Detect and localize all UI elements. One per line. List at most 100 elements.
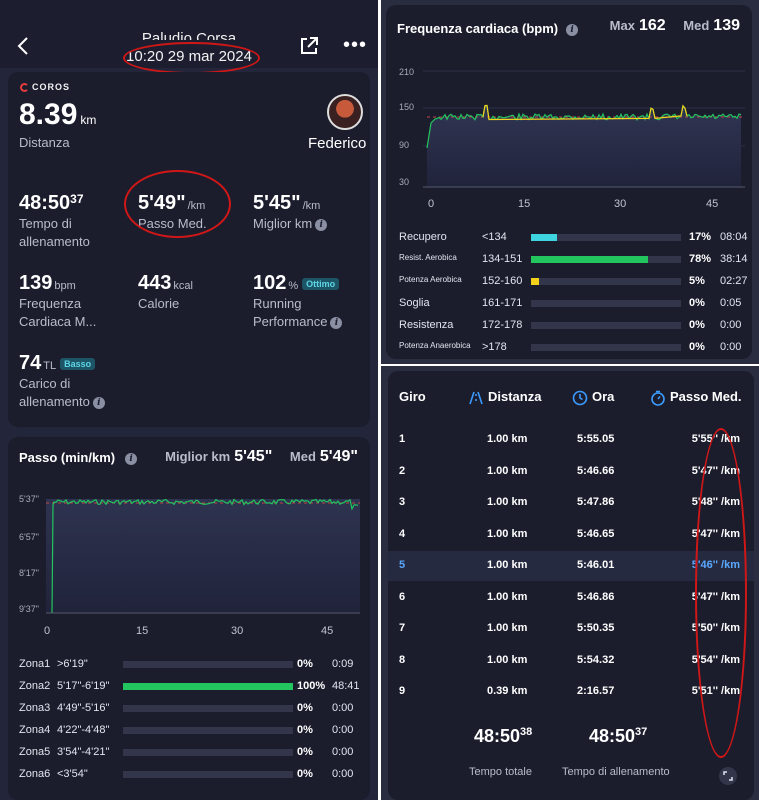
zone-range: 3'54"-4'21": [57, 746, 110, 758]
pace-zone-row: Zona5 3'54"-4'21" 0% 0:00: [19, 743, 364, 763]
training-time-label: Tempo di allenamento: [562, 766, 670, 778]
zone-bar: [531, 234, 681, 241]
laps-card: Giro Distanza Ora Passo Med. 1 1.00 km 5:5…: [388, 371, 754, 800]
hr-series-peaks: [482, 104, 688, 121]
hr-zone-row: Recupero <134 17% 08:04: [399, 228, 748, 248]
heart-rate-card: Frequenza cardiaca (bpm) i Max 162 Med 139 …: [386, 5, 752, 359]
metric-training-time: 48:5037 Tempo di allenamento: [19, 192, 90, 249]
info-icon[interactable]: i: [566, 23, 579, 36]
zone-range: >6'19": [57, 658, 88, 670]
pace-zone-row: Zona3 4'49"-5'16" 0% 0:00: [19, 699, 364, 719]
back-arrow-icon[interactable]: [16, 36, 32, 56]
lap-distance: 0.39 km: [487, 685, 528, 697]
zone-percent: 0%: [689, 297, 705, 309]
zone-time: 0:00: [332, 768, 354, 780]
zone-percent: 0%: [297, 702, 313, 714]
zone-time: 0:05: [720, 297, 742, 309]
zone-percent: 100%: [297, 680, 326, 692]
zone-name: Zona3: [19, 702, 51, 714]
info-icon[interactable]: i: [125, 452, 138, 465]
zone-percent: 0%: [297, 724, 313, 736]
metric-best-km: 5'45"/km Miglior km i: [253, 192, 365, 233]
metric-training-load: 74 TL Basso Carico di allenamento i: [19, 352, 169, 411]
lap-row[interactable]: 1 1.00 km 5:55.05 5'55'' /km: [388, 425, 754, 455]
lap-number: 4: [399, 527, 406, 540]
metric-calories: 443 kcal Calorie: [138, 272, 193, 311]
hr-line-chart: [423, 70, 745, 188]
zone-bar: [123, 705, 293, 712]
lap-time: 2:16.57: [577, 685, 615, 697]
lap-number: 1: [399, 433, 406, 445]
zone-name: Resist. Aerobica: [399, 253, 457, 262]
y-tick-label: 210: [399, 67, 415, 77]
zone-time: 02:27: [720, 275, 748, 287]
y-tick-label: 5'37": [19, 494, 39, 504]
zone-percent: 0%: [297, 658, 313, 670]
y-tick-label: 90: [399, 140, 410, 150]
x-tick-label: 30: [614, 198, 627, 210]
lap-distance: 1.00 km: [487, 653, 528, 666]
pace-chart-stats: Miglior km 5'45" Med 5'49": [165, 448, 358, 465]
pace-zone-row: Zona2 5'17"-6'19" 100% 48:41: [19, 677, 364, 697]
time-header: Ora: [572, 389, 614, 406]
info-icon[interactable]: i: [92, 396, 105, 409]
zone-name: Zona2: [19, 680, 51, 692]
hr-zone-row: Potenza Aerobica 152-160 5% 02:27: [399, 272, 748, 292]
lap-row[interactable]: 2 1.00 km 5:46.66 5'47'' /km: [388, 457, 754, 487]
zone-bar: [531, 256, 681, 263]
brand-logo: COROS: [20, 82, 70, 92]
more-options-icon[interactable]: •••: [343, 34, 368, 56]
zone-bar: [531, 278, 681, 285]
status-badge: Ottimo: [302, 277, 340, 290]
heart-rate-panel: Frequenza cardiaca (bpm) i Max 162 Med 139 …: [381, 0, 759, 364]
lap-time: 5:47.86: [577, 496, 615, 508]
hr-chart-title: Frequenza cardiaca (bpm) i: [397, 21, 579, 36]
zone-range: 161-171: [482, 297, 523, 309]
y-tick-label: 30: [399, 177, 410, 187]
zone-range: <3'54": [57, 768, 88, 780]
zone-name: Soglia: [399, 297, 430, 309]
zone-bar: [531, 344, 681, 351]
brand-logo-icon: [20, 82, 29, 92]
zone-percent: 0%: [689, 341, 705, 353]
zone-range: 5'17"-6'19": [57, 680, 110, 692]
zone-range: 134-151: [482, 253, 523, 265]
lap-time: 5:50.35: [577, 622, 615, 634]
pace-zone-row: Zona1 >6'19" 0% 0:09: [19, 655, 364, 675]
zone-time: 08:04: [720, 231, 748, 243]
zone-name: Zona5: [19, 746, 51, 758]
top-bar: Paludio Corsa 10:20 29 mar 2024 •••: [0, 0, 378, 74]
metric-running-performance: 102% Ottimo Running Performance i: [253, 272, 365, 331]
zone-percent: 5%: [689, 275, 705, 287]
zone-range: 152-160: [482, 275, 523, 287]
summary-card: COROS 8.39 km Distanza Federico 48:5037 T…: [8, 72, 370, 427]
zone-name: Zona6: [19, 768, 51, 780]
pace-header: Passo Med.: [650, 389, 742, 406]
zone-bar: [123, 661, 293, 668]
distance-label: Distanza: [19, 135, 70, 150]
hr-area-fill: [427, 105, 741, 187]
lap-distance: 1.00 km: [487, 622, 528, 634]
zone-name: Potenza Aerobica: [399, 275, 462, 284]
distance-header: Distanza: [468, 389, 541, 405]
x-tick-label: 15: [136, 625, 149, 637]
pace-zone-row: Zona4 4'22"-4'48" 0% 0:00: [19, 721, 364, 741]
pace-line-chart: [46, 498, 360, 614]
info-icon[interactable]: i: [330, 316, 343, 329]
zone-name: Zona1: [19, 658, 51, 670]
info-icon[interactable]: i: [315, 218, 328, 231]
share-icon[interactable]: [298, 35, 320, 57]
zone-percent: 78%: [689, 253, 712, 265]
laps-panel: Giro Distanza Ora Passo Med. 1 1.00 km 5:5…: [381, 366, 759, 800]
lap-time: 5:46.86: [577, 590, 615, 603]
lap-number: 7: [399, 622, 406, 634]
activity-summary-panel: Paludio Corsa 10:20 29 mar 2024 ••• CORO…: [0, 0, 378, 800]
expand-icon[interactable]: [719, 767, 737, 785]
zone-time: 0:00: [720, 319, 742, 331]
zone-percent: 0%: [297, 768, 313, 780]
zone-range: 172-178: [482, 319, 523, 331]
status-badge: Basso: [60, 357, 96, 370]
y-tick-label: 9'37": [19, 604, 39, 614]
lap-number: 8: [399, 653, 406, 666]
avatar[interactable]: [327, 94, 363, 130]
